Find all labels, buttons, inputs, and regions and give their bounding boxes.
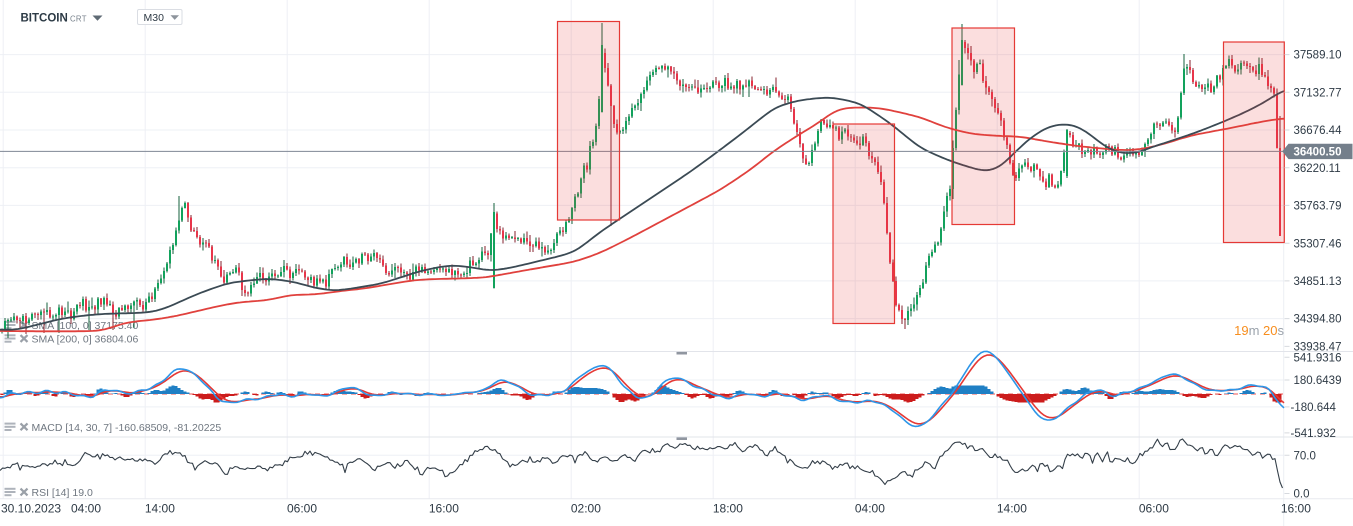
svg-text:37132.77: 37132.77 xyxy=(1294,87,1342,99)
svg-text:30.10.2023: 30.10.2023 xyxy=(1,502,61,516)
svg-text:04:00: 04:00 xyxy=(855,502,885,516)
svg-text:18:00: 18:00 xyxy=(713,502,743,516)
svg-text:36400.50: 36400.50 xyxy=(1294,147,1342,159)
svg-text:SMA [100, 0] 37175.40: SMA [100, 0] 37175.40 xyxy=(32,320,139,332)
svg-text:36676.44: 36676.44 xyxy=(1294,125,1343,137)
svg-text:180.6439: 180.6439 xyxy=(1294,375,1342,387)
svg-text:37589.10: 37589.10 xyxy=(1294,50,1342,62)
svg-text:-541.932: -541.932 xyxy=(1291,428,1336,440)
svg-text:16:00: 16:00 xyxy=(1281,502,1311,516)
svg-text:16:00: 16:00 xyxy=(429,502,459,516)
svg-text:14:00: 14:00 xyxy=(145,502,175,516)
svg-text:MACD [14, 30, 7] -160.68509,: MACD [14, 30, 7] -160.68509, -81.20225 xyxy=(32,422,222,434)
svg-text:33938.47: 33938.47 xyxy=(1294,342,1342,354)
svg-text:70.0: 70.0 xyxy=(1294,450,1316,462)
svg-text:36220.11: 36220.11 xyxy=(1294,163,1341,175)
svg-text:35763.79: 35763.79 xyxy=(1294,201,1342,213)
svg-text:14:00: 14:00 xyxy=(997,502,1027,516)
svg-text:-180.644: -180.644 xyxy=(1291,402,1337,414)
svg-text:M30: M30 xyxy=(144,12,165,24)
svg-text:06:00: 06:00 xyxy=(1139,502,1169,516)
svg-text:SMA [200, 0] 36804.06: SMA [200, 0] 36804.06 xyxy=(32,334,139,346)
svg-text:02:00: 02:00 xyxy=(571,502,601,516)
svg-text:34394.80: 34394.80 xyxy=(1294,314,1342,326)
svg-text:34851.13: 34851.13 xyxy=(1294,276,1342,288)
svg-text:04:00: 04:00 xyxy=(71,502,101,516)
svg-text:06:00: 06:00 xyxy=(287,502,317,516)
svg-text:19m 20s: 19m 20s xyxy=(1234,323,1284,338)
svg-text:BITCOIN: BITCOIN xyxy=(21,13,68,25)
svg-text:CRT: CRT xyxy=(70,15,87,24)
svg-text:RSI [14] 19.0: RSI [14] 19.0 xyxy=(32,487,93,499)
svg-text:541.9316: 541.9316 xyxy=(1294,352,1342,364)
svg-text:0.0: 0.0 xyxy=(1294,489,1310,501)
svg-text:35307.46: 35307.46 xyxy=(1294,238,1342,250)
